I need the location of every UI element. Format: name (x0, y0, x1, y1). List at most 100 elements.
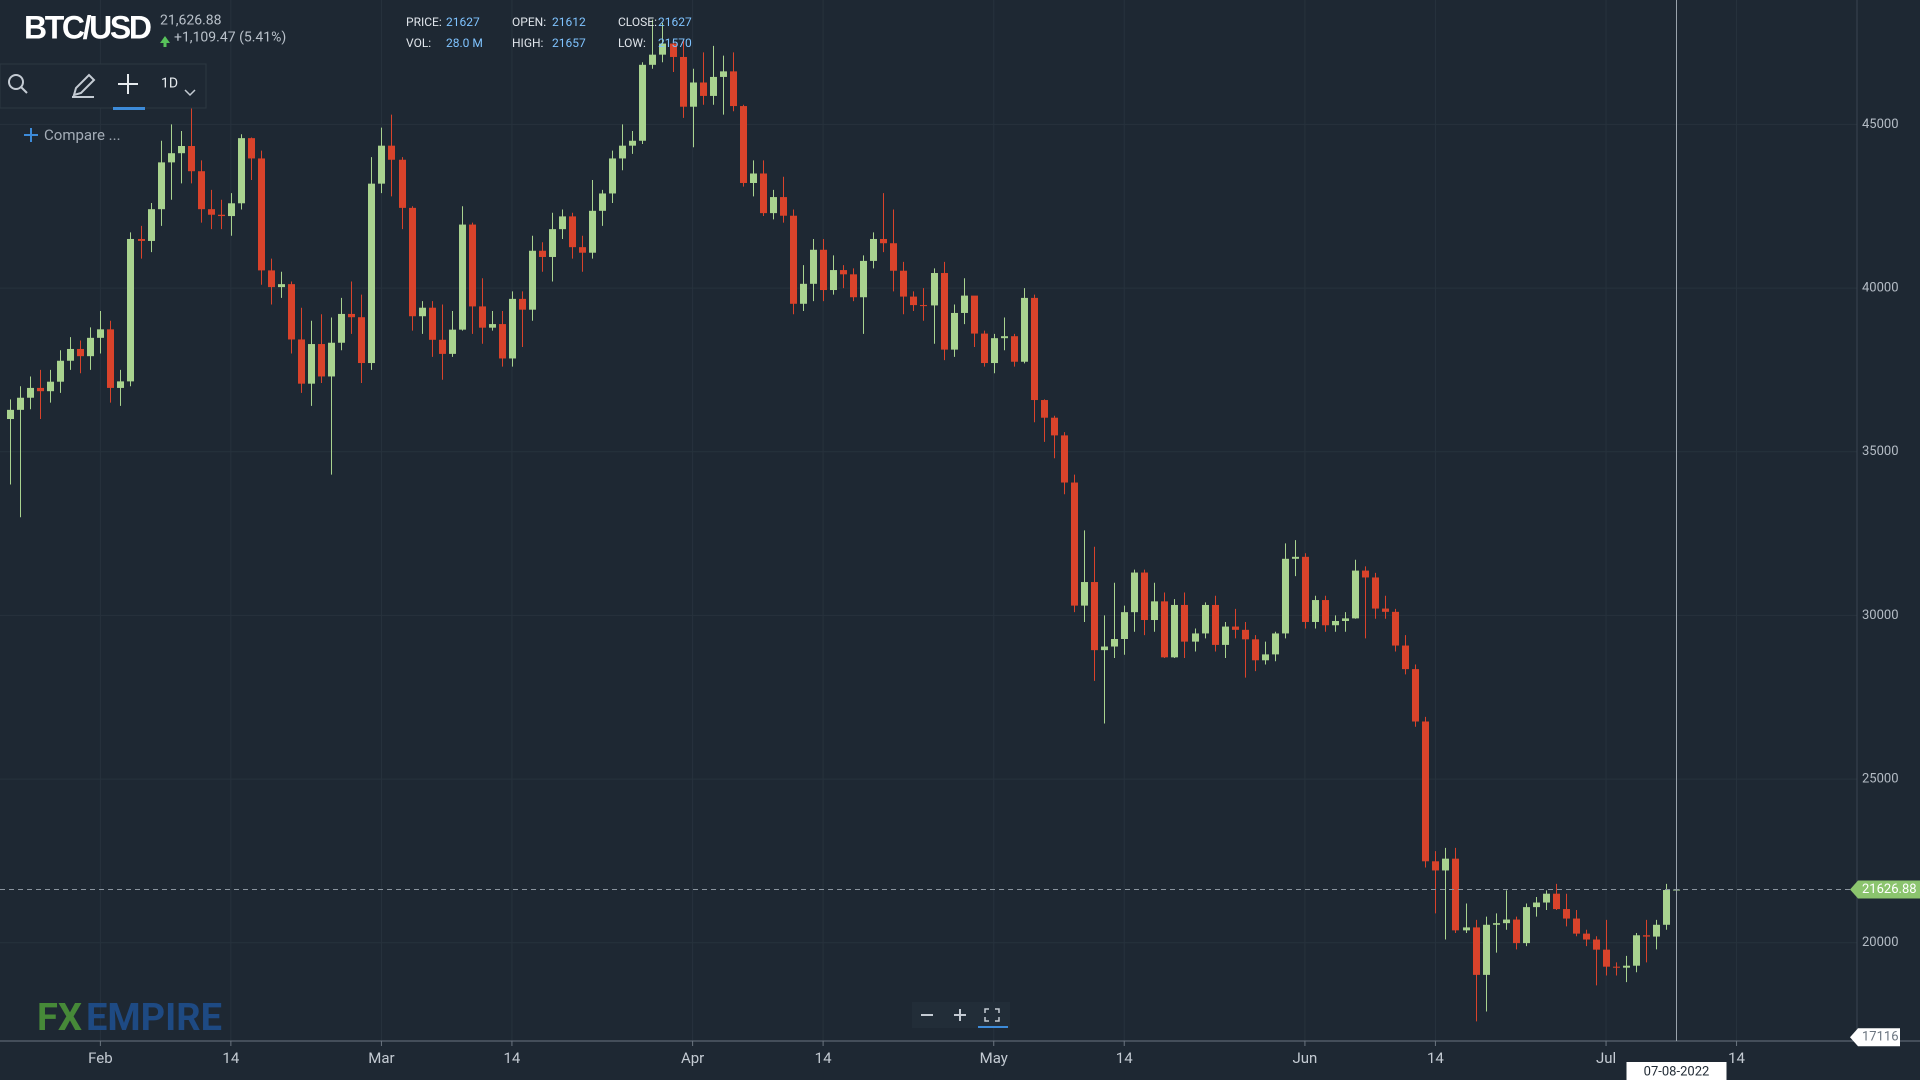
candle-body (710, 76, 717, 96)
zoom-in[interactable] (954, 1009, 966, 1021)
candle-body (449, 329, 456, 354)
candle-body (1282, 558, 1289, 634)
candle-body (429, 307, 436, 340)
candle-body (419, 307, 426, 317)
candle-body (388, 145, 395, 160)
logo-empire: EMPIRE (86, 996, 222, 1040)
candle-body (780, 197, 787, 216)
candle-body (1513, 919, 1520, 944)
change: +1,109.47 (5.41%) (174, 30, 286, 46)
candle-body (1392, 611, 1399, 646)
candle-body (1322, 600, 1329, 626)
candle-body (87, 337, 94, 357)
zoom-indicator (978, 1026, 1008, 1028)
candle-body (1252, 639, 1259, 661)
x-tick-label: May (980, 1049, 1008, 1067)
candle-body (399, 159, 406, 208)
candle-body (549, 229, 556, 257)
candle-body (469, 224, 476, 307)
quote-value: 21627 (658, 15, 692, 29)
candle-body (1442, 858, 1449, 871)
candle-body (1001, 336, 1008, 339)
candle-body (1151, 601, 1158, 621)
candle-body (1011, 336, 1018, 362)
grid (0, 0, 1857, 1041)
candle-body (1633, 935, 1640, 966)
candle-body (509, 298, 516, 359)
logo-fx: FX (37, 996, 82, 1040)
draw-button[interactable] (72, 73, 96, 98)
candle-body (961, 295, 968, 313)
candle-body (850, 274, 857, 298)
fullscreen[interactable] (984, 1008, 1000, 1022)
candle-body (409, 207, 416, 317)
candle-body (208, 209, 215, 215)
candle-body (238, 138, 245, 204)
y-tick-label: 35000 (1862, 444, 1899, 459)
candle-body (1352, 570, 1359, 619)
candle-body (107, 329, 114, 388)
candle-body (1232, 626, 1239, 630)
x-tick-label: 14 (1427, 1049, 1444, 1067)
candle-body (1171, 604, 1178, 658)
crosshair-date-box (1626, 1062, 1727, 1080)
candle-body (308, 344, 315, 384)
candle-body (1081, 582, 1088, 606)
candle-body (740, 106, 747, 183)
interval-button[interactable]: 1D (161, 76, 178, 92)
candle-body (1613, 966, 1620, 968)
last-price-label: 21626.88 (1862, 882, 1917, 897)
candle-body (178, 146, 185, 154)
compare-icon (24, 128, 38, 142)
quote-label: PRICE: (406, 15, 442, 29)
candle-body (358, 317, 365, 364)
candle-body (1623, 965, 1630, 968)
candle-body (1272, 633, 1279, 655)
quote-value: 21612 (552, 15, 586, 29)
candle-body (559, 216, 566, 230)
candle-body (890, 243, 897, 271)
candle-body (248, 138, 255, 159)
candle-body (188, 146, 195, 172)
candle-body (951, 312, 958, 350)
candle-body (268, 270, 275, 288)
candle-body (1422, 721, 1429, 862)
candle-body (750, 173, 757, 183)
candle-body (218, 214, 225, 217)
candle-body (138, 238, 145, 241)
candle-body (1382, 608, 1389, 612)
candle-body (910, 296, 917, 306)
candle-body (117, 381, 124, 388)
compare-button[interactable]: Compare ... (44, 126, 121, 144)
candle-body (1262, 654, 1269, 661)
candle-body (971, 295, 978, 334)
candle-body (1483, 924, 1490, 975)
candle-body (830, 270, 837, 291)
candle-body (318, 344, 325, 377)
candle-body (1332, 620, 1339, 626)
y-tick-label: 45000 (1862, 117, 1899, 132)
candle-body (27, 387, 34, 398)
crosshair-price-label: 17116 (1862, 1030, 1899, 1045)
candle-body (1242, 629, 1249, 640)
candle-body (348, 313, 355, 318)
y-tick-label: 30000 (1862, 608, 1899, 623)
crosshair-button[interactable] (118, 74, 138, 94)
candle-body (609, 158, 616, 194)
crosshair-price-box (1850, 1028, 1900, 1047)
candle-body (479, 306, 486, 328)
candle-body (148, 209, 155, 241)
x-tick-label: 14 (815, 1049, 832, 1067)
candle-body (700, 82, 707, 96)
candle-body (338, 313, 345, 343)
candle-body (1192, 633, 1199, 642)
search-button[interactable] (8, 74, 28, 94)
up-arrow (160, 36, 170, 47)
candle-body (790, 215, 797, 304)
candle-body (1051, 417, 1058, 436)
candle-body (378, 145, 385, 184)
candle-body (1643, 935, 1650, 937)
